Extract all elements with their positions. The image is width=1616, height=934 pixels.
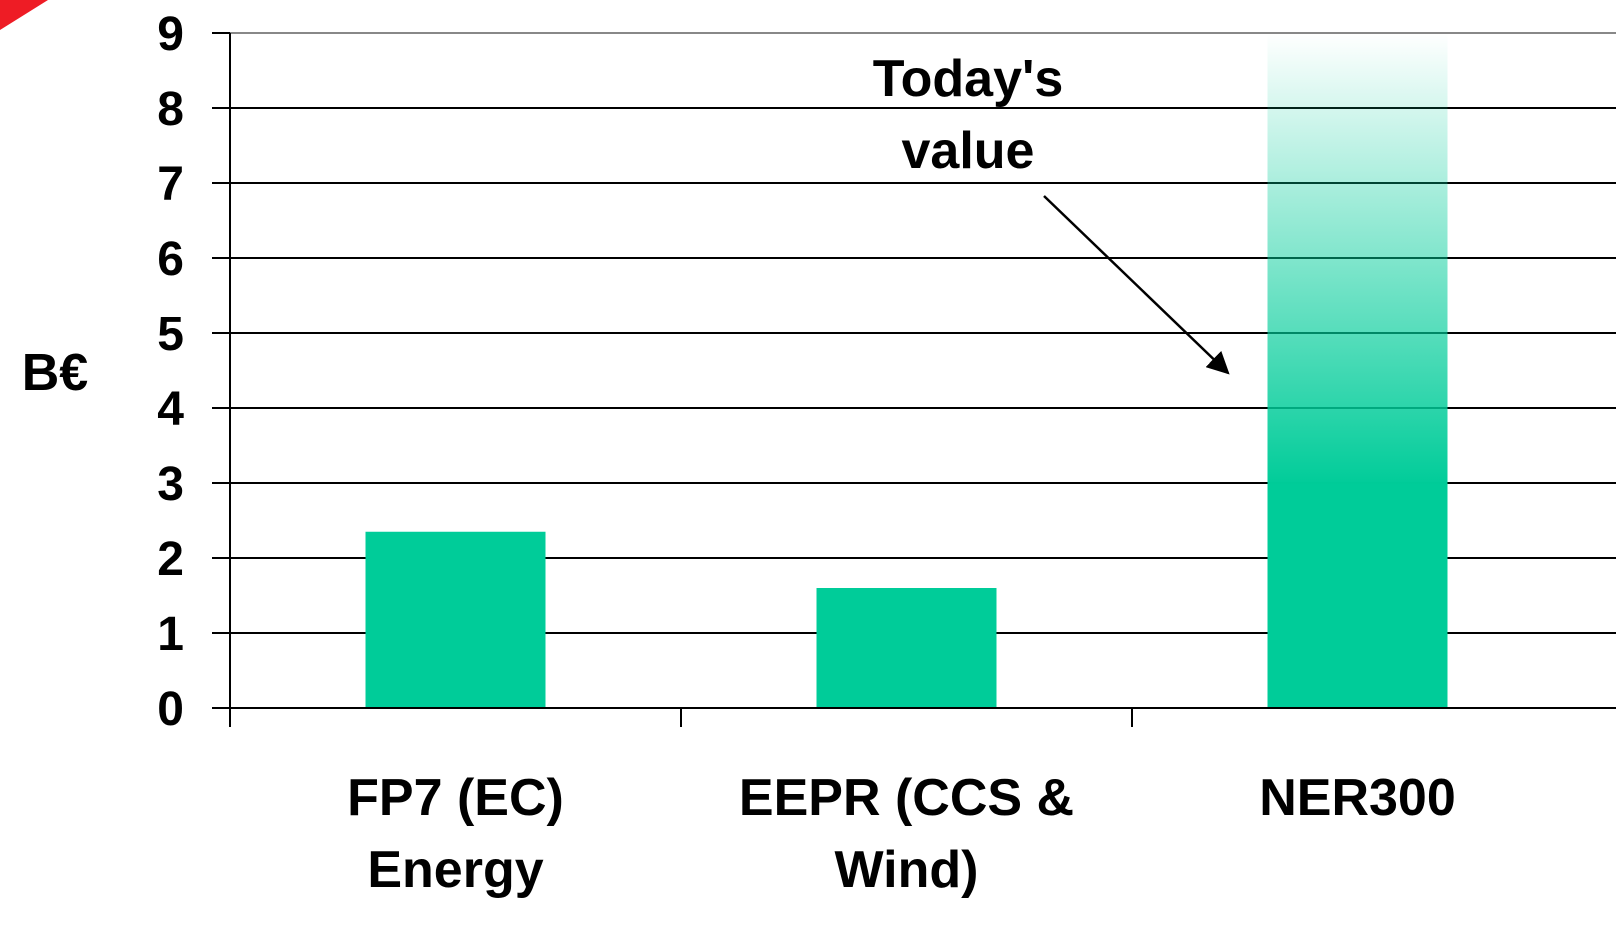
y-tick-label: 8: [157, 83, 184, 136]
bar: [365, 531, 546, 708]
annotation-text: Today's: [873, 50, 1064, 108]
x-category-label: NER300: [1259, 769, 1456, 827]
x-category-label: FP7 (EC): [347, 769, 564, 827]
y-tick-label: 5: [157, 308, 184, 361]
annotation-arrow: [1043, 195, 1230, 375]
bar: [816, 588, 997, 708]
annotation-text: value: [902, 122, 1035, 180]
bar: [1267, 33, 1448, 708]
x-category-label: EEPR (CCS &: [739, 769, 1074, 827]
y-axis-label: B€: [22, 344, 88, 402]
y-tick-label: 1: [157, 608, 184, 661]
y-tick-label: 9: [157, 8, 184, 61]
labels: 0 1 2 3 4 5 6 7 8 9 FP7 (EC) Energy EEPR (CCS & Wind)…: [22, 8, 1456, 899]
x-category-label: Wind): [835, 841, 979, 899]
x-category-label: Energy: [367, 841, 543, 899]
y-tick-label: 0: [157, 683, 184, 736]
y-tick-label: 7: [157, 158, 184, 211]
y-tick-label: 3: [157, 458, 184, 511]
y-tick-label: 6: [157, 233, 184, 286]
corner-accent: [0, 0, 48, 30]
y-tick-label: 4: [157, 383, 184, 436]
y-tick-label: 2: [157, 533, 184, 586]
axes: [212, 32, 1616, 727]
bars: [365, 33, 1448, 708]
